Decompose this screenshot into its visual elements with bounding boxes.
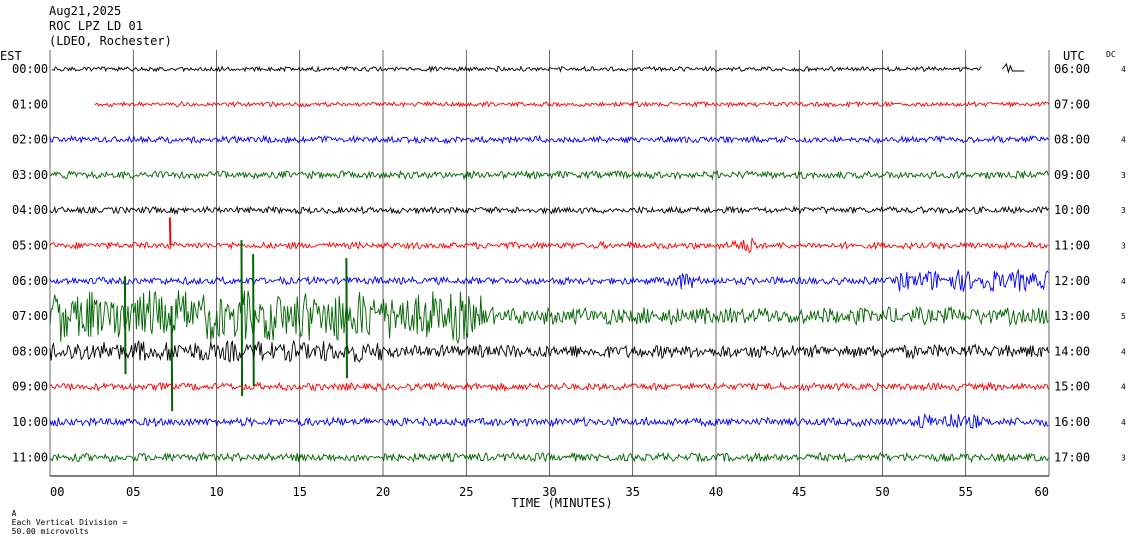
trace-line: [49, 339, 1049, 363]
x-tick-label: 40: [709, 485, 723, 499]
x-tick-label: 05: [126, 485, 140, 499]
dc-value: 4: [1121, 136, 1126, 145]
helicorder-chart: 00:00 06:00 4 01:00 07:00 02:00 08:00 4 03:00 09:…: [0, 49, 1126, 510]
division-note: Each Vertical Division =: [11, 518, 128, 527]
dc-value: 5: [1121, 312, 1126, 321]
x-axis: TIME (MINUTES) 00 05 10 15 20 25 30 35 40 45 50 55 6…: [50, 475, 1049, 510]
x-axis-title: TIME (MINUTES): [511, 496, 612, 510]
dc-value: 3: [1121, 171, 1126, 180]
est-hour-label: 05:00: [12, 239, 48, 253]
trace-line: [49, 169, 1049, 181]
row-labels: 00:00 06:00 4 01:00 07:00 02:00 08:00 4 03:00 09:…: [12, 62, 1126, 464]
dc-value: 4: [1121, 277, 1126, 286]
trace-spike: [345, 258, 348, 379]
utc-hour-label: 14:00: [1054, 344, 1090, 358]
dc-value: 4: [1121, 418, 1126, 427]
date-label: Aug21,2025: [49, 4, 122, 18]
left-axis-title: EST: [0, 49, 22, 63]
est-hour-label: 00:00: [12, 62, 48, 76]
chart-grid: [49, 50, 1050, 476]
utc-hour-label: 12:00: [1054, 274, 1090, 288]
x-tick-label: 60: [1035, 485, 1049, 499]
trace-line: [49, 451, 1049, 464]
x-tick-label: 10: [209, 485, 223, 499]
x-tick-label: 45: [792, 485, 806, 499]
trace-gap-marker: [1001, 62, 1025, 74]
footer-mark: A: [11, 509, 17, 518]
utc-hour-label: 17:00: [1054, 450, 1090, 464]
utc-hour-label: 16:00: [1054, 415, 1090, 429]
trace-spike: [240, 240, 244, 397]
dc-value: 4: [1121, 347, 1126, 356]
est-hour-label: 01:00: [12, 97, 48, 111]
scale-note: A Each Vertical Division = 50.00 microvo…: [2, 500, 139, 536]
x-tick-label: 25: [459, 485, 473, 499]
trace-line: [49, 381, 1049, 393]
utc-hour-label: 13:00: [1054, 309, 1090, 323]
est-hour-label: 03:00: [12, 168, 48, 182]
est-hour-label: 09:00: [12, 380, 48, 394]
trace-line: [49, 268, 1049, 292]
dc-value: 4: [1121, 65, 1126, 74]
x-tick-label: 50: [875, 485, 889, 499]
station-label: ROC LPZ LD 01: [49, 19, 143, 33]
utc-hour-label: 15:00: [1054, 380, 1090, 394]
x-tick-label: 20: [376, 485, 390, 499]
x-tick-label: 30: [542, 485, 556, 499]
trace-spike: [252, 254, 255, 387]
est-hour-label: 11:00: [12, 450, 48, 464]
utc-hour-label: 11:00: [1054, 239, 1090, 253]
trace-line: [49, 290, 1049, 345]
dc-value: 4: [1121, 383, 1126, 392]
est-hour-label: 02:00: [12, 133, 48, 147]
est-hour-label: 06:00: [12, 274, 48, 288]
est-hour-label: 07:00: [12, 309, 48, 323]
trace-spike: [170, 306, 174, 412]
seismic-traces: [49, 62, 1050, 464]
dc-column-title: DC: [1106, 50, 1116, 59]
utc-hour-label: 06:00: [1054, 62, 1090, 76]
utc-hour-label: 07:00: [1054, 97, 1090, 111]
x-tick-label: 55: [959, 485, 973, 499]
dc-value: 3: [1121, 453, 1126, 462]
trace-spike: [123, 276, 127, 375]
x-tick-label: 15: [293, 485, 307, 499]
est-hour-label: 10:00: [12, 415, 48, 429]
trace-line: [49, 412, 1049, 429]
utc-hour-label: 08:00: [1054, 133, 1090, 147]
x-tick-label: 00: [50, 485, 64, 499]
network-label: (LDEO, Rochester): [49, 34, 172, 48]
trace-spike: [168, 217, 172, 246]
utc-hour-label: 09:00: [1054, 168, 1090, 182]
dc-value: 3: [1121, 206, 1126, 215]
trace-line: [49, 237, 1049, 254]
division-value: 50.00 microvolts: [11, 527, 89, 536]
est-hour-label: 08:00: [12, 344, 48, 358]
trace-line: [49, 204, 1049, 215]
x-tick-label: 35: [626, 485, 640, 499]
trace-line: [49, 134, 1049, 145]
trace-line: [51, 65, 982, 74]
est-hour-label: 04:00: [12, 203, 48, 217]
utc-hour-label: 10:00: [1054, 203, 1090, 217]
dc-value: 3: [1121, 242, 1126, 251]
right-axis-title: UTC: [1063, 49, 1085, 63]
trace-line: [94, 100, 1050, 109]
